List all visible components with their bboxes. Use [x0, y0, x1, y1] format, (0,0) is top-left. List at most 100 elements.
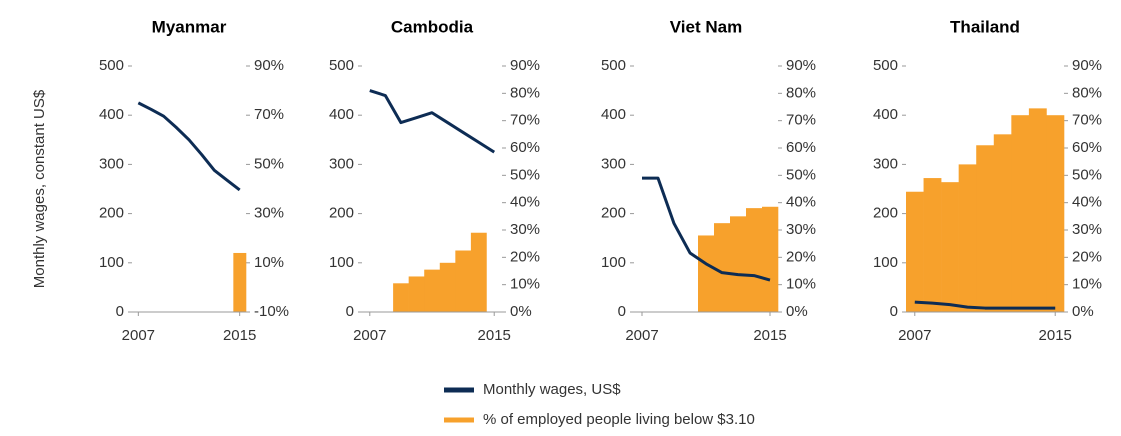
- y2-tick-label: 30%: [1072, 221, 1102, 238]
- x-tick-label: 2015: [223, 327, 256, 344]
- y2-tick-label: -10%: [254, 303, 289, 320]
- bar: [439, 262, 456, 312]
- y2-tick-label: 80%: [786, 84, 816, 101]
- legend-label: % of employed people living below $3.10: [483, 411, 755, 428]
- y-tick-label: 100: [873, 254, 898, 271]
- y2-tick-label: 20%: [510, 248, 540, 265]
- y-tick-label: 400: [873, 106, 898, 123]
- y-tick-label: 0: [116, 303, 124, 320]
- bar: [906, 191, 924, 312]
- y-tick-label: 0: [890, 303, 898, 320]
- bar: [698, 235, 715, 312]
- y-tick-label: 300: [329, 155, 354, 172]
- line: [369, 89, 496, 154]
- bar: [714, 223, 731, 312]
- y-tick-label: 500: [873, 57, 898, 74]
- y-tick-label: 400: [601, 106, 626, 123]
- y2-tick-label: 30%: [510, 221, 540, 238]
- y2-tick-label: 60%: [786, 139, 816, 156]
- y2-tick-label: 10%: [510, 276, 540, 293]
- y2-tick-label: 90%: [254, 57, 284, 74]
- y2-tick-label: 30%: [786, 221, 816, 238]
- bar: [1011, 115, 1030, 312]
- y2-tick-label: 30%: [254, 205, 284, 222]
- bar: [923, 178, 942, 312]
- y2-tick-label: 70%: [1072, 112, 1102, 129]
- y-tick-label: 200: [601, 205, 626, 222]
- y2-tick-label: 10%: [1072, 276, 1102, 293]
- bar: [393, 283, 409, 312]
- y2-tick-label: 70%: [254, 106, 284, 123]
- y-tick-label: 200: [873, 205, 898, 222]
- y-tick-label: 100: [99, 254, 124, 271]
- bar: [976, 145, 995, 312]
- y2-tick-label: 20%: [786, 248, 816, 265]
- y2-tick-label: 0%: [510, 303, 532, 320]
- y-tick-label: 100: [329, 254, 354, 271]
- line: [914, 300, 1056, 310]
- y2-tick-label: 60%: [1072, 139, 1102, 156]
- y2-tick-label: 20%: [1072, 248, 1102, 265]
- y2-tick-label: 50%: [1072, 166, 1102, 183]
- y2-tick-label: 0%: [786, 303, 808, 320]
- x-tick-label: 2007: [625, 327, 658, 344]
- panel-title: Cambodia: [391, 17, 474, 36]
- y-tick-label: 100: [601, 254, 626, 271]
- bar: [408, 276, 425, 312]
- line: [642, 176, 771, 282]
- y-tick-label: 300: [99, 155, 124, 172]
- bar: [424, 269, 441, 312]
- y-tick-label: 500: [329, 57, 354, 74]
- y-tick-label: 400: [99, 106, 124, 123]
- y-tick-label: 500: [601, 57, 626, 74]
- y2-tick-label: 60%: [510, 139, 540, 156]
- y-tick-label: 0: [346, 303, 354, 320]
- y2-tick-label: 40%: [1072, 194, 1102, 211]
- y2-tick-label: 70%: [510, 112, 540, 129]
- y2-tick-label: 40%: [510, 194, 540, 211]
- bar: [941, 182, 959, 312]
- x-tick-label: 2015: [1039, 327, 1072, 344]
- y2-tick-label: 50%: [254, 155, 284, 172]
- y2-tick-label: 80%: [1072, 84, 1102, 101]
- panel-title: Viet Nam: [670, 17, 742, 36]
- y-tick-label: 400: [329, 106, 354, 123]
- y2-tick-label: 10%: [254, 254, 284, 271]
- y2-tick-label: 90%: [786, 57, 816, 74]
- line: [137, 101, 241, 192]
- y-tick-label: 200: [329, 205, 354, 222]
- y-tick-label: 200: [99, 205, 124, 222]
- bar: [958, 164, 977, 312]
- y2-tick-label: 80%: [510, 84, 540, 101]
- y2-tick-label: 90%: [1072, 57, 1102, 74]
- panel-title: Thailand: [950, 17, 1020, 36]
- y-tick-label: 500: [99, 57, 124, 74]
- panel-title: Myanmar: [152, 17, 227, 36]
- x-tick-label: 2007: [122, 327, 155, 344]
- y2-tick-label: 90%: [510, 57, 540, 74]
- y2-tick-label: 70%: [786, 112, 816, 129]
- bar: [233, 252, 247, 312]
- y-tick-label: 300: [873, 155, 898, 172]
- bar: [993, 134, 1012, 312]
- bar: [762, 206, 779, 312]
- bar: [470, 232, 487, 312]
- y2-tick-label: 50%: [510, 166, 540, 183]
- legend-label: Monthly wages, US$: [483, 381, 621, 398]
- bar: [730, 216, 747, 312]
- y-tick-label: 300: [601, 155, 626, 172]
- y2-tick-label: 50%: [786, 166, 816, 183]
- y-axis-label: Monthly wages, constant US$: [31, 89, 48, 288]
- bar: [746, 208, 763, 312]
- y2-tick-label: 0%: [1072, 303, 1094, 320]
- x-tick-label: 2015: [753, 327, 786, 344]
- x-tick-label: 2007: [353, 327, 386, 344]
- y2-tick-label: 40%: [786, 194, 816, 211]
- bar: [455, 250, 472, 312]
- bar: [1046, 115, 1065, 312]
- y2-tick-label: 10%: [786, 276, 816, 293]
- y-tick-label: 0: [618, 303, 626, 320]
- bar: [1028, 108, 1047, 312]
